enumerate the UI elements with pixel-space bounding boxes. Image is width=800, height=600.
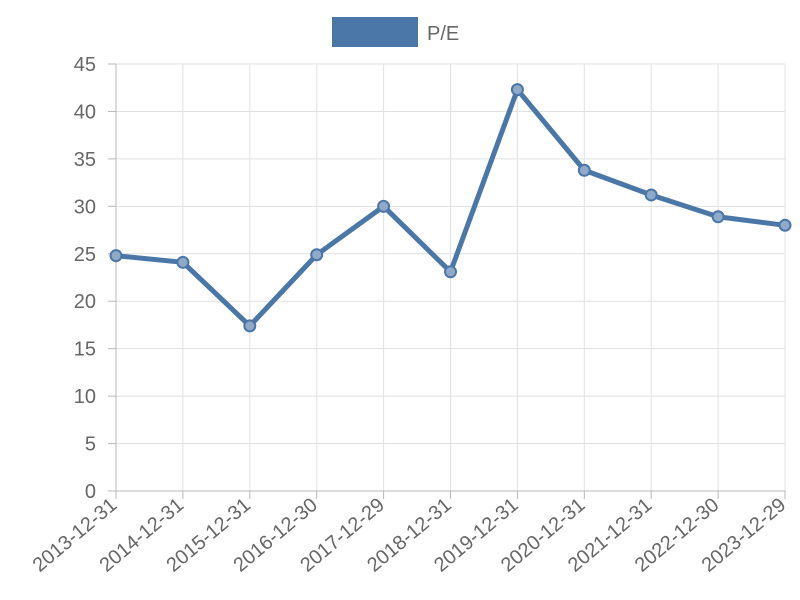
legend-label-pe: P/E (427, 23, 459, 45)
data-point (510, 83, 524, 97)
data-point (176, 255, 190, 269)
y-tick-label: 5 (85, 434, 96, 456)
y-axis-ticks: 0 5 10 15 20 25 30 35 40 45 (74, 54, 116, 503)
y-tick-label: 10 (74, 386, 96, 408)
data-point (109, 249, 123, 263)
y-tick-label: 40 (74, 101, 96, 123)
y-tick-label: 0 (85, 481, 96, 503)
data-point (778, 218, 792, 232)
y-tick-label: 20 (74, 291, 96, 313)
data-point (310, 248, 324, 262)
y-tick-label: 45 (74, 54, 96, 76)
y-tick-label: 35 (74, 149, 96, 171)
legend-swatch-pe (332, 17, 418, 47)
y-tick-label: 25 (74, 244, 96, 266)
data-point (243, 319, 257, 333)
series-pe (109, 83, 792, 333)
data-point (577, 163, 591, 177)
x-axis-ticks: 2013-12-312014-12-312015-12-312016-12-30… (29, 491, 790, 577)
data-point (377, 199, 391, 213)
legend: P/E (332, 17, 459, 47)
data-point (644, 188, 658, 202)
data-point (444, 265, 457, 279)
data-point (711, 210, 725, 224)
y-tick-label: 30 (74, 196, 96, 218)
y-tick-label: 15 (74, 339, 96, 361)
